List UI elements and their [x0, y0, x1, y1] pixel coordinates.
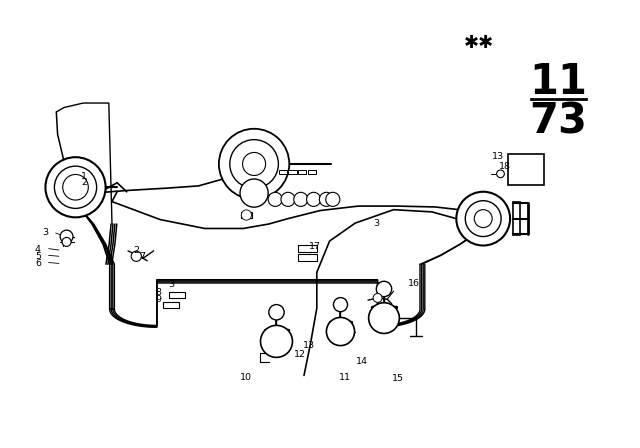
Circle shape — [456, 192, 510, 246]
Bar — [298, 170, 307, 174]
Bar — [298, 254, 317, 261]
Circle shape — [281, 192, 295, 207]
Circle shape — [376, 281, 392, 297]
Circle shape — [63, 174, 88, 200]
Bar — [298, 245, 317, 252]
Circle shape — [326, 318, 355, 345]
Circle shape — [268, 192, 282, 207]
Circle shape — [260, 325, 292, 358]
Text: 3: 3 — [42, 228, 49, 237]
Text: 9: 9 — [156, 295, 161, 304]
Text: 3: 3 — [168, 280, 175, 289]
Circle shape — [474, 210, 492, 228]
Bar — [307, 170, 316, 174]
Circle shape — [131, 251, 141, 261]
Text: ✱✱: ✱✱ — [463, 34, 494, 52]
Circle shape — [269, 305, 284, 320]
Text: 7: 7 — [140, 252, 145, 261]
Text: 13: 13 — [492, 152, 504, 161]
Bar — [241, 212, 252, 218]
Circle shape — [333, 297, 348, 312]
Text: 15: 15 — [392, 374, 404, 383]
Circle shape — [497, 170, 504, 178]
Bar — [163, 302, 179, 308]
Text: 14: 14 — [356, 358, 368, 366]
Text: 11: 11 — [529, 61, 587, 103]
Text: 5: 5 — [35, 252, 41, 261]
Circle shape — [307, 192, 321, 207]
Circle shape — [62, 237, 71, 246]
Circle shape — [230, 140, 278, 188]
Circle shape — [294, 192, 308, 207]
Text: 11: 11 — [339, 373, 351, 382]
Text: 16: 16 — [408, 279, 420, 288]
Text: 18: 18 — [499, 162, 511, 171]
Circle shape — [369, 303, 399, 333]
Text: 17: 17 — [309, 242, 321, 251]
Bar — [279, 170, 287, 174]
Text: 2: 2 — [133, 246, 139, 255]
Bar — [288, 170, 297, 174]
Circle shape — [45, 157, 106, 217]
Circle shape — [326, 192, 340, 207]
Text: 2: 2 — [81, 178, 87, 187]
Text: 12: 12 — [294, 350, 306, 359]
Bar — [513, 202, 520, 235]
Bar — [509, 154, 544, 185]
Circle shape — [54, 166, 97, 208]
Circle shape — [373, 293, 382, 302]
Circle shape — [319, 192, 333, 207]
Text: 8: 8 — [156, 288, 161, 297]
Text: 1: 1 — [81, 172, 87, 181]
Text: 6: 6 — [35, 259, 41, 268]
Circle shape — [241, 210, 252, 220]
Text: 10: 10 — [239, 373, 252, 382]
Circle shape — [465, 201, 501, 237]
Circle shape — [60, 230, 73, 243]
Text: 73: 73 — [529, 100, 587, 142]
Text: 3: 3 — [373, 220, 380, 228]
Circle shape — [240, 179, 268, 207]
Text: 13: 13 — [303, 341, 315, 350]
Circle shape — [243, 152, 266, 176]
Bar — [169, 292, 185, 298]
Circle shape — [219, 129, 289, 199]
Text: 4: 4 — [35, 246, 41, 254]
